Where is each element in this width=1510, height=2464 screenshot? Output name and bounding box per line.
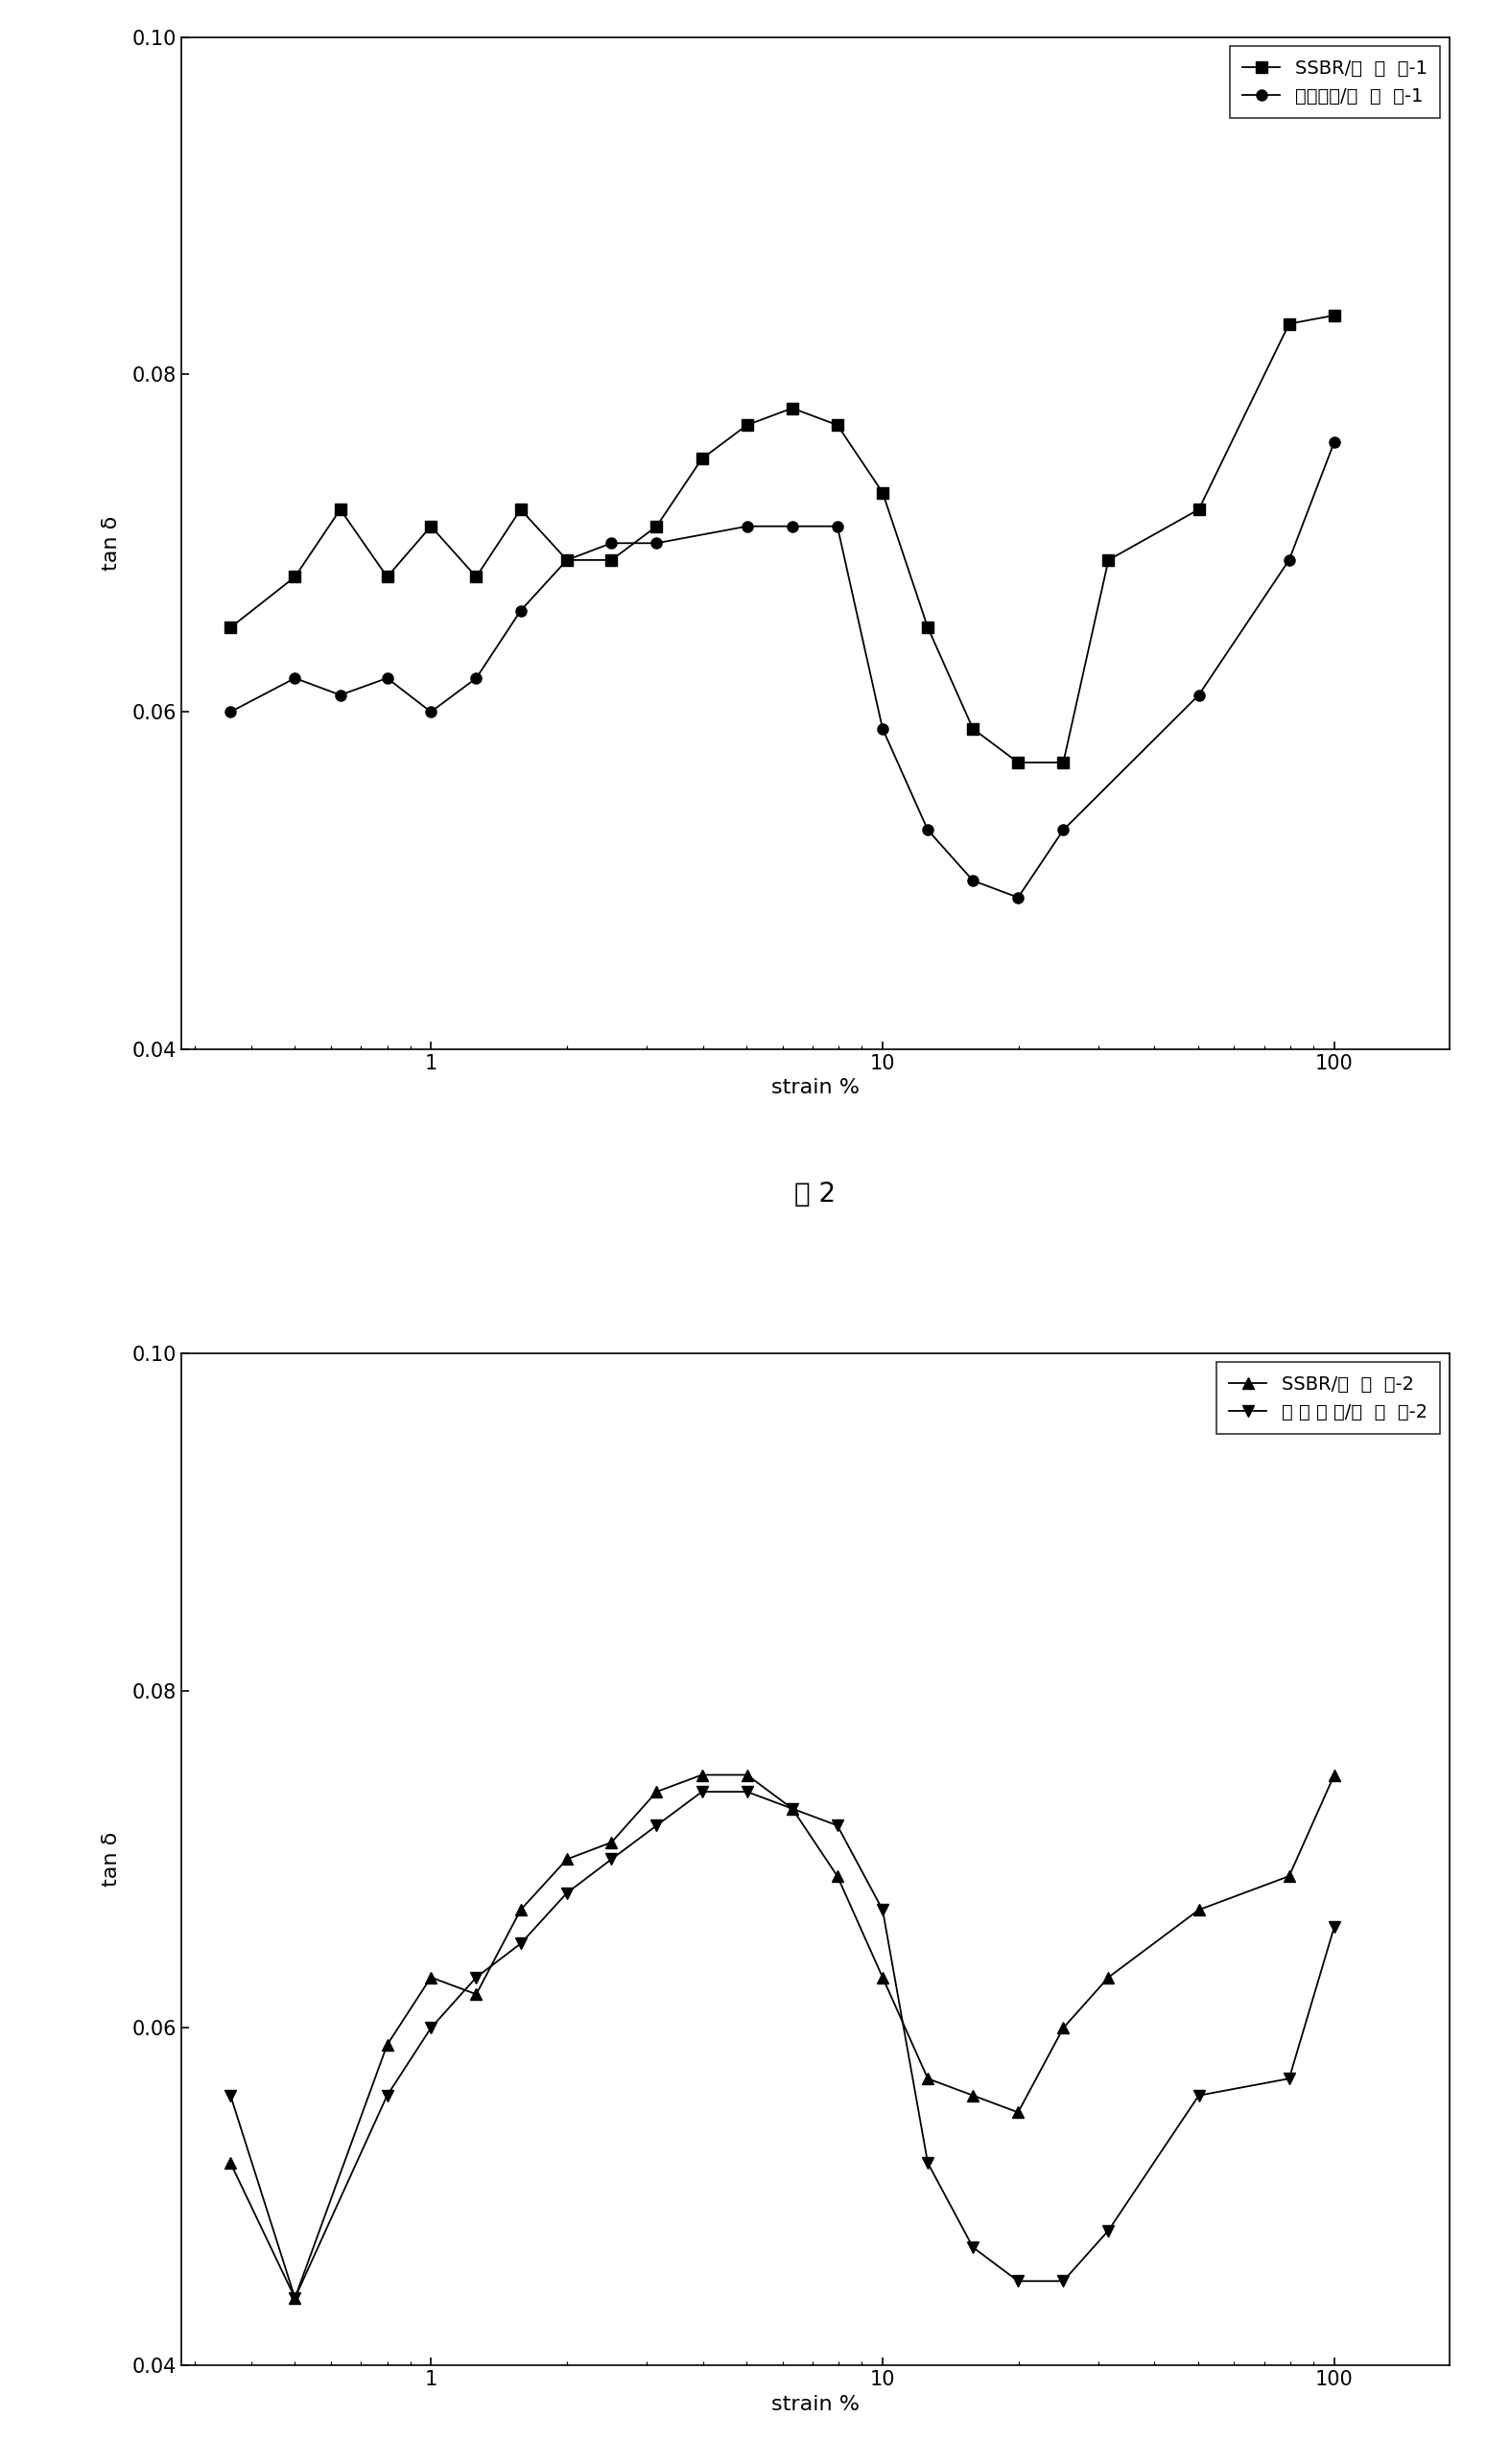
共 凝 聚 胶/白  炭  黑-2 bbox=[1009, 2267, 1027, 2296]
共凝聚胶/白  炭  黑-1 bbox=[512, 596, 530, 626]
SSBR/白  炭  黑-1 bbox=[963, 715, 982, 744]
SSBR/白  炭  黑-1 bbox=[874, 478, 892, 508]
SSBR/白  炭  黑-2 bbox=[602, 1828, 621, 1858]
SSBR/白  炭  黑-1 bbox=[738, 411, 757, 441]
SSBR/白  炭  黑-1 bbox=[512, 495, 530, 525]
SSBR/白  炭  黑-1 bbox=[467, 562, 485, 591]
Text: 图 2: 图 2 bbox=[794, 1180, 837, 1207]
SSBR/白  炭  黑-1 bbox=[222, 614, 240, 643]
共凝聚胶/白  炭  黑-1 bbox=[963, 865, 982, 894]
共 凝 聚 胶/白  炭  黑-2 bbox=[784, 1794, 802, 1823]
SSBR/白  炭  黑-2 bbox=[467, 1979, 485, 2008]
共 凝 聚 胶/白  炭  黑-2 bbox=[874, 1895, 892, 1924]
SSBR/白  炭  黑-1 bbox=[648, 513, 666, 542]
SSBR/白  炭  黑-2 bbox=[874, 1964, 892, 1993]
SSBR/白  炭  黑-1 bbox=[378, 562, 396, 591]
共凝聚胶/白  炭  黑-1 bbox=[602, 527, 621, 557]
共凝聚胶/白  炭  黑-1 bbox=[874, 715, 892, 744]
SSBR/白  炭  黑-1 bbox=[1054, 747, 1072, 776]
SSBR/白  炭  黑-1 bbox=[1009, 747, 1027, 776]
共 凝 聚 胶/白  炭  黑-2 bbox=[829, 1811, 847, 1841]
SSBR/白  炭  黑-2 bbox=[557, 1846, 575, 1875]
共 凝 聚 胶/白  炭  黑-2 bbox=[648, 1811, 666, 1841]
SSBR/白  炭  黑-2 bbox=[918, 2065, 936, 2094]
Legend: SSBR/白  炭  黑-1, 共凝聚胶/白  炭  黑-1: SSBR/白 炭 黑-1, 共凝聚胶/白 炭 黑-1 bbox=[1229, 47, 1441, 118]
共 凝 聚 胶/白  炭  黑-2 bbox=[512, 1929, 530, 1959]
共 凝 聚 胶/白  炭  黑-2 bbox=[285, 2284, 304, 2314]
SSBR/白  炭  黑-1 bbox=[421, 513, 439, 542]
共 凝 聚 胶/白  炭  黑-2 bbox=[1326, 1912, 1344, 1942]
共 凝 聚 胶/白  炭  黑-2 bbox=[602, 1846, 621, 1875]
SSBR/白  炭  黑-2 bbox=[1054, 2013, 1072, 2043]
SSBR/白  炭  黑-1 bbox=[693, 444, 711, 473]
SSBR/白  炭  黑-1 bbox=[1190, 495, 1208, 525]
共凝聚胶/白  炭  黑-1 bbox=[1009, 882, 1027, 912]
共 凝 聚 胶/白  炭  黑-2 bbox=[1280, 2065, 1299, 2094]
共凝聚胶/白  炭  黑-1 bbox=[1280, 545, 1299, 574]
SSBR/白  炭  黑-1 bbox=[1099, 545, 1117, 574]
Line: SSBR/白  炭  黑-2: SSBR/白 炭 黑-2 bbox=[225, 1769, 1339, 2304]
SSBR/白  炭  黑-1 bbox=[285, 562, 304, 591]
SSBR/白  炭  黑-1 bbox=[1326, 301, 1344, 330]
共 凝 聚 胶/白  炭  黑-2 bbox=[738, 1777, 757, 1806]
Y-axis label: tan δ: tan δ bbox=[103, 515, 121, 572]
共凝聚胶/白  炭  黑-1 bbox=[918, 816, 936, 845]
共 凝 聚 胶/白  炭  黑-2 bbox=[693, 1777, 711, 1806]
共凝聚胶/白  炭  黑-1 bbox=[738, 513, 757, 542]
SSBR/白  炭  黑-2 bbox=[421, 1964, 439, 1993]
共凝聚胶/白  炭  黑-1 bbox=[467, 663, 485, 692]
共 凝 聚 胶/白  炭  黑-2 bbox=[1099, 2215, 1117, 2245]
SSBR/白  炭  黑-2 bbox=[829, 1860, 847, 1890]
共 凝 聚 胶/白  炭  黑-2 bbox=[1190, 2080, 1208, 2109]
X-axis label: strain %: strain % bbox=[772, 2395, 859, 2415]
SSBR/白  炭  黑-2 bbox=[1099, 1964, 1117, 1993]
共凝聚胶/白  炭  黑-1 bbox=[1190, 680, 1208, 710]
共 凝 聚 胶/白  炭  黑-2 bbox=[918, 2149, 936, 2178]
SSBR/白  炭  黑-1 bbox=[602, 545, 621, 574]
共凝聚胶/白  炭  黑-1 bbox=[829, 513, 847, 542]
共凝聚胶/白  炭  黑-1 bbox=[285, 663, 304, 692]
SSBR/白  炭  黑-2 bbox=[693, 1759, 711, 1789]
SSBR/白  炭  黑-2 bbox=[784, 1794, 802, 1823]
SSBR/白  炭  黑-2 bbox=[1326, 1759, 1344, 1789]
SSBR/白  炭  黑-2 bbox=[222, 2149, 240, 2178]
SSBR/白  炭  黑-1 bbox=[829, 411, 847, 441]
共凝聚胶/白  炭  黑-1 bbox=[784, 513, 802, 542]
共 凝 聚 胶/白  炭  黑-2 bbox=[963, 2232, 982, 2262]
共 凝 聚 胶/白  炭  黑-2 bbox=[467, 1964, 485, 1993]
共 凝 聚 胶/白  炭  黑-2 bbox=[421, 2013, 439, 2043]
Legend: SSBR/白  炭  黑-2, 共 凝 聚 胶/白  炭  黑-2: SSBR/白 炭 黑-2, 共 凝 聚 胶/白 炭 黑-2 bbox=[1216, 1363, 1441, 1434]
SSBR/白  炭  黑-2 bbox=[738, 1759, 757, 1789]
共 凝 聚 胶/白  炭  黑-2 bbox=[222, 2080, 240, 2109]
共凝聚胶/白  炭  黑-1 bbox=[557, 545, 575, 574]
SSBR/白  炭  黑-1 bbox=[331, 495, 349, 525]
Line: 共 凝 聚 胶/白  炭  黑-2: 共 凝 聚 胶/白 炭 黑-2 bbox=[225, 1786, 1339, 2304]
SSBR/白  炭  黑-2 bbox=[648, 1777, 666, 1806]
共凝聚胶/白  炭  黑-1 bbox=[1326, 426, 1344, 456]
共凝聚胶/白  炭  黑-1 bbox=[378, 663, 396, 692]
共 凝 聚 胶/白  炭  黑-2 bbox=[1054, 2267, 1072, 2296]
X-axis label: strain %: strain % bbox=[772, 1079, 859, 1096]
SSBR/白  炭  黑-1 bbox=[1280, 308, 1299, 338]
Line: 共凝聚胶/白  炭  黑-1: 共凝聚胶/白 炭 黑-1 bbox=[225, 436, 1339, 902]
共 凝 聚 胶/白  炭  黑-2 bbox=[378, 2080, 396, 2109]
SSBR/白  炭  黑-1 bbox=[557, 545, 575, 574]
SSBR/白  炭  黑-1 bbox=[784, 394, 802, 424]
共凝聚胶/白  炭  黑-1 bbox=[1054, 816, 1072, 845]
共凝聚胶/白  炭  黑-1 bbox=[222, 697, 240, 727]
共凝聚胶/白  炭  黑-1 bbox=[331, 680, 349, 710]
SSBR/白  炭  黑-2 bbox=[1009, 2097, 1027, 2126]
共凝聚胶/白  炭  黑-1 bbox=[648, 527, 666, 557]
SSBR/白  炭  黑-2 bbox=[963, 2080, 982, 2109]
SSBR/白  炭  黑-1 bbox=[918, 614, 936, 643]
SSBR/白  炭  黑-2 bbox=[1190, 1895, 1208, 1924]
SSBR/白  炭  黑-2 bbox=[1280, 1860, 1299, 1890]
共 凝 聚 胶/白  炭  黑-2 bbox=[557, 1878, 575, 1907]
SSBR/白  炭  黑-2 bbox=[512, 1895, 530, 1924]
共凝聚胶/白  炭  黑-1 bbox=[421, 697, 439, 727]
Y-axis label: tan δ: tan δ bbox=[103, 1831, 121, 1887]
SSBR/白  炭  黑-2 bbox=[378, 2030, 396, 2060]
Line: SSBR/白  炭  黑-1: SSBR/白 炭 黑-1 bbox=[225, 310, 1339, 769]
SSBR/白  炭  黑-2 bbox=[285, 2284, 304, 2314]
